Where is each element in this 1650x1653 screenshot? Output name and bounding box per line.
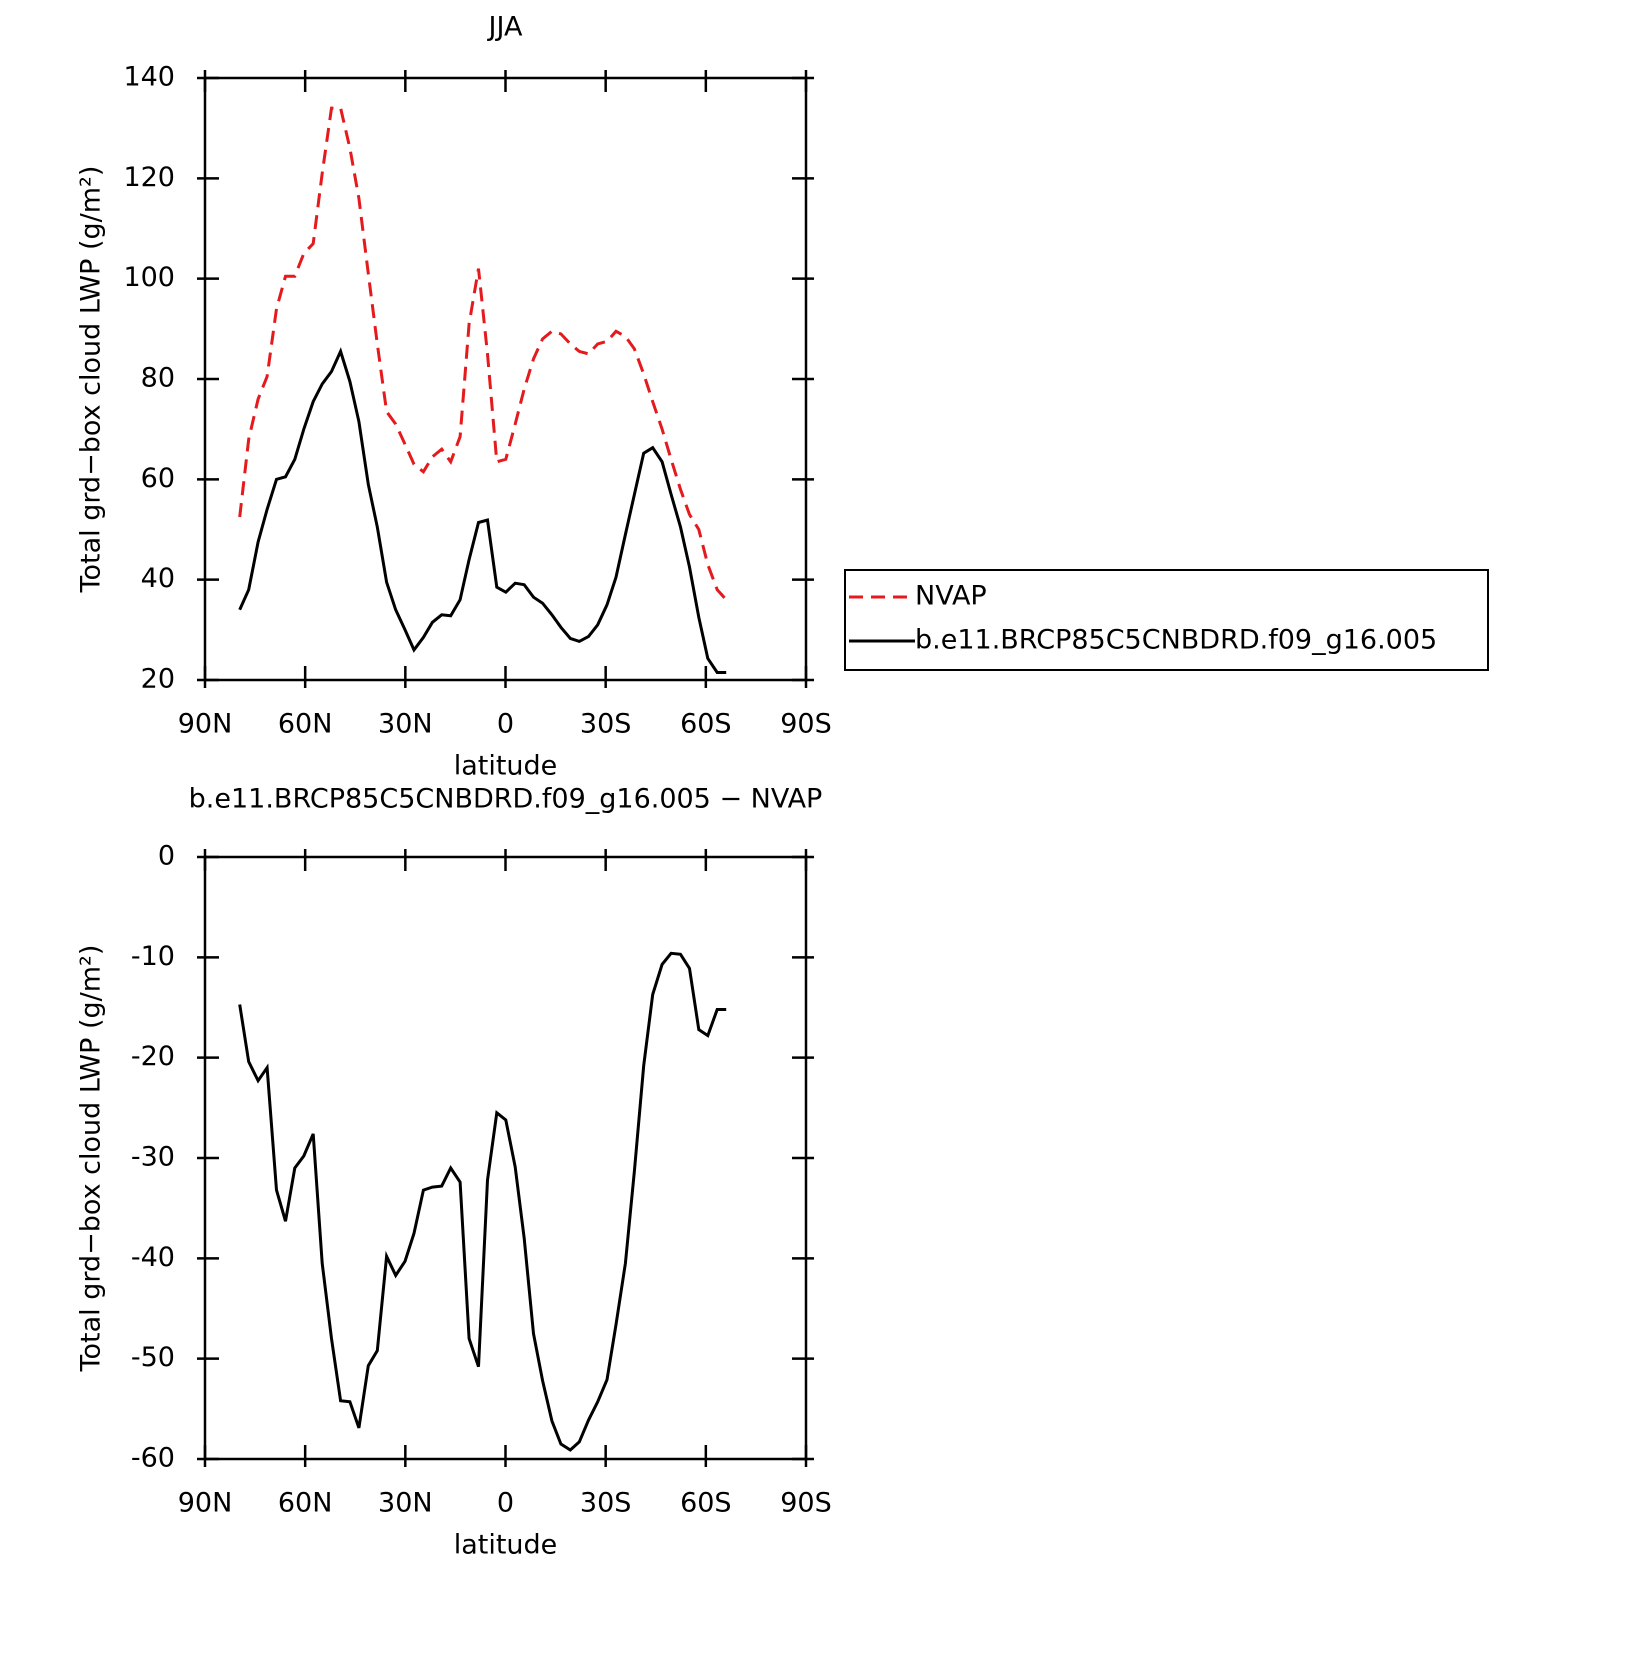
y-tick-label: 140 xyxy=(123,62,175,93)
x-tick-label: 60S xyxy=(680,1488,732,1519)
x-tick-label: 30S xyxy=(580,1488,632,1519)
legend: NVAP b.e11.BRCP85C5CNBDRD.f09_g16.005 xyxy=(844,569,1489,671)
legend-label: NVAP xyxy=(915,581,987,612)
series-line xyxy=(238,347,727,674)
y-tick-label: 80 xyxy=(141,363,175,394)
x-tick-label: 60S xyxy=(680,709,732,740)
series-line xyxy=(238,951,727,1452)
y-tick-label: 0 xyxy=(158,841,175,872)
y-tick-label: -10 xyxy=(131,941,175,972)
x-tick-label: 0 xyxy=(497,1488,514,1519)
x-tick-label: 90N xyxy=(178,1488,233,1519)
x-tick-label: 90S xyxy=(780,1488,832,1519)
plot-frame xyxy=(203,855,808,1461)
x-tick-label: 60N xyxy=(278,709,333,740)
x-axis-label: latitude xyxy=(454,1530,558,1561)
x-tick-label: 30N xyxy=(378,709,433,740)
y-tick-label: -40 xyxy=(131,1242,175,1273)
chart-title: JJA xyxy=(487,12,523,43)
x-tick-label: 30N xyxy=(378,1488,433,1519)
y-tick-label: 100 xyxy=(123,262,175,293)
legend-box xyxy=(844,569,1489,671)
y-axis-label: Total grd−box cloud LWP (g/m²) xyxy=(76,945,107,1373)
x-tick-label: 90S xyxy=(780,709,832,740)
legend-label: b.e11.BRCP85C5CNBDRD.f09_g16.005 xyxy=(915,625,1437,656)
x-tick-label: 30S xyxy=(580,709,632,740)
series-line xyxy=(238,106,728,601)
y-tick-label: 120 xyxy=(123,162,175,193)
y-tick-label: -20 xyxy=(131,1041,175,1072)
y-axis-label: Total grd−box cloud LWP (g/m²) xyxy=(76,166,107,594)
x-tick-label: 60N xyxy=(278,1488,333,1519)
y-tick-label: -50 xyxy=(131,1342,175,1373)
x-tick-label: 0 xyxy=(497,709,514,740)
x-tick-label: 90N xyxy=(178,709,233,740)
chart-title: b.e11.BRCP85C5CNBDRD.f09_g16.005 − NVAP xyxy=(189,784,823,815)
x-axis-label: latitude xyxy=(454,751,558,782)
y-tick-label: -60 xyxy=(131,1443,175,1474)
y-tick-label: 20 xyxy=(141,664,175,695)
y-tick-label: 60 xyxy=(141,463,175,494)
y-tick-label: 40 xyxy=(141,563,175,594)
y-tick-label: -30 xyxy=(131,1142,175,1173)
